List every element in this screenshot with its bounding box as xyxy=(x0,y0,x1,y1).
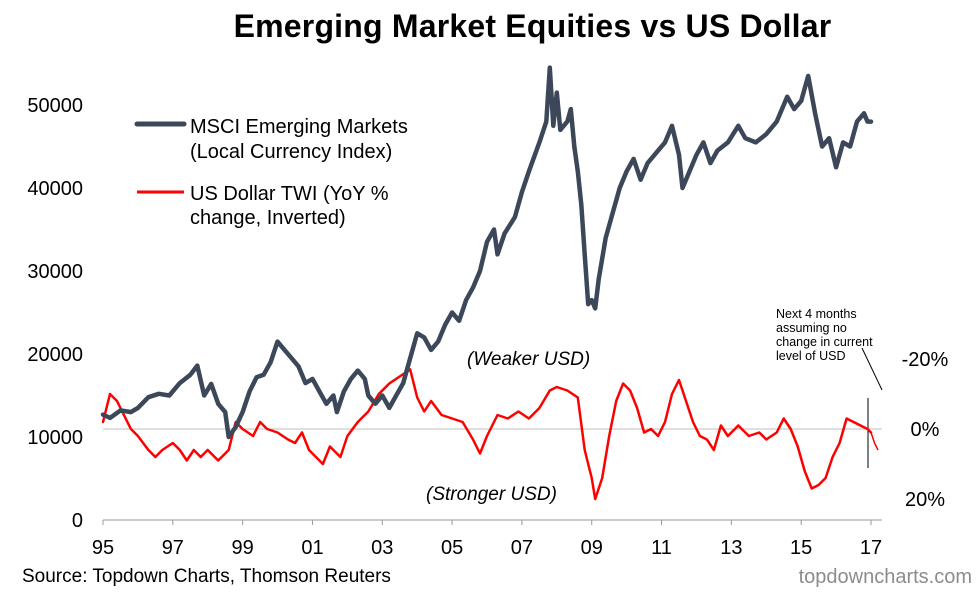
x-tick-label: 13 xyxy=(720,537,742,559)
x-tick-label: 97 xyxy=(162,537,184,559)
x-tick-label: 01 xyxy=(301,537,323,559)
annotation-weaker-usd: (Weaker USD) xyxy=(467,349,590,370)
x-tick-label: 03 xyxy=(371,537,393,559)
annotation-pointer xyxy=(861,347,883,391)
note-line-2: assuming no xyxy=(776,321,847,335)
left-tick-label: 10000 xyxy=(27,427,83,449)
brand-watermark: topdowncharts.com xyxy=(798,566,972,588)
legend-label-usd-1: US Dollar TWI (YoY % xyxy=(190,183,389,205)
legend-label-usd-2: change, Inverted) xyxy=(190,207,346,229)
x-tick-label: 11 xyxy=(651,537,672,559)
series-usd-line xyxy=(101,368,873,501)
right-tick-label: 0% xyxy=(911,419,940,441)
legend: MSCI Emerging Markets (Local Currency In… xyxy=(134,116,408,229)
left-tick-label: 40000 xyxy=(27,178,83,200)
x-tick-label: 99 xyxy=(232,537,254,559)
source-note: Source: Topdown Charts, Thomson Reuters xyxy=(22,566,391,587)
left-tick-label: 20000 xyxy=(27,344,83,366)
note-line-4: level of USD xyxy=(776,349,845,363)
x-tick-label: 09 xyxy=(581,537,603,559)
legend-label-msci-1: MSCI Emerging Markets xyxy=(190,116,408,138)
x-tick-label: 15 xyxy=(790,537,812,559)
annotation-projection-note: Next 4 months assuming no change in curr… xyxy=(776,307,873,363)
note-line-1: Next 4 months xyxy=(776,307,857,321)
series-msci-line xyxy=(100,65,874,440)
x-tick-label: 17 xyxy=(860,537,882,559)
left-tick-label: 50000 xyxy=(27,95,83,117)
left-tick-label: 30000 xyxy=(27,261,83,283)
annotation-stronger-usd: (Stronger USD) xyxy=(426,484,557,505)
legend-label-msci-2: (Local Currency Index) xyxy=(190,141,392,163)
note-line-3: change in current xyxy=(776,335,873,349)
right-tick-label: -20% xyxy=(902,349,949,371)
series-usd-projection xyxy=(870,432,879,451)
left-tick-label: 0 xyxy=(72,510,83,532)
x-tick-label: 95 xyxy=(92,537,114,559)
x-tick-label: 07 xyxy=(511,537,533,559)
x-tick-label: 05 xyxy=(441,537,463,559)
right-tick-label: 20% xyxy=(905,489,945,511)
chart-title: Emerging Market Equities vs US Dollar xyxy=(233,8,832,44)
